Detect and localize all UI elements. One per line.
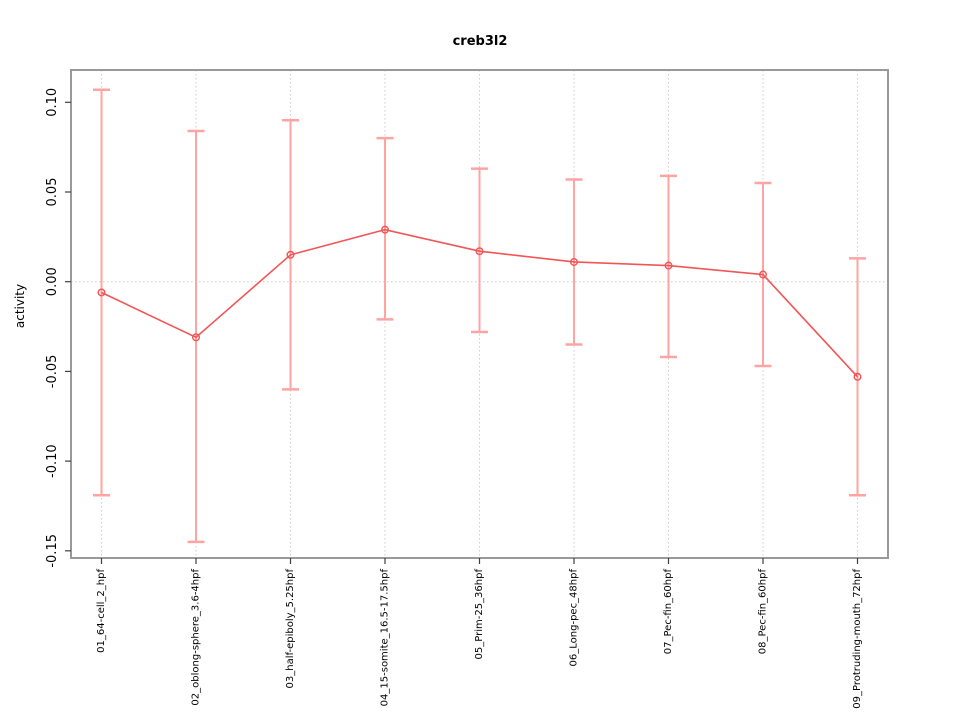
series-line <box>101 228 859 378</box>
y-tick-label: -0.05 <box>45 355 60 389</box>
x-tick-label: 07_Pec-fin_60hpf <box>663 569 674 655</box>
x-tick-label: 04_15-somite_16.5-17.5hpf <box>380 569 391 707</box>
x-tick-label: 09_Protruding-mouth_72hpf <box>852 569 863 709</box>
y-tick-label: -0.15 <box>45 534 60 568</box>
x-tick-label: 02_oblong-sphere_3.6-4hpf <box>191 569 202 706</box>
data-point <box>759 270 768 279</box>
y-tick-label: 0.05 <box>45 178 60 207</box>
chart-title: creb3l2 <box>452 34 508 49</box>
y-axis-title: activity <box>13 284 27 328</box>
y-tick-label: 0.10 <box>45 88 60 117</box>
y-tick-label: -0.10 <box>45 444 60 478</box>
data-point <box>286 250 295 259</box>
data-point <box>664 261 673 270</box>
x-tick-label: 01_64-cell_2_hpf <box>96 569 107 653</box>
data-point <box>381 225 390 234</box>
data-point <box>191 333 200 342</box>
data-point <box>570 257 579 266</box>
x-tick-label: 05_Prim-25_36hpf <box>474 569 485 660</box>
data-point <box>853 372 862 381</box>
x-tick-label: 06_Long-pec_48hpf <box>569 569 580 667</box>
data-point <box>475 247 484 256</box>
y-tick-label: 0.00 <box>45 267 60 296</box>
data-point <box>97 288 106 297</box>
x-tick-label: 08_Pec-fin_60hpf <box>758 569 769 655</box>
x-tick-label: 03_half-epiboly_5.25hpf <box>285 569 296 689</box>
